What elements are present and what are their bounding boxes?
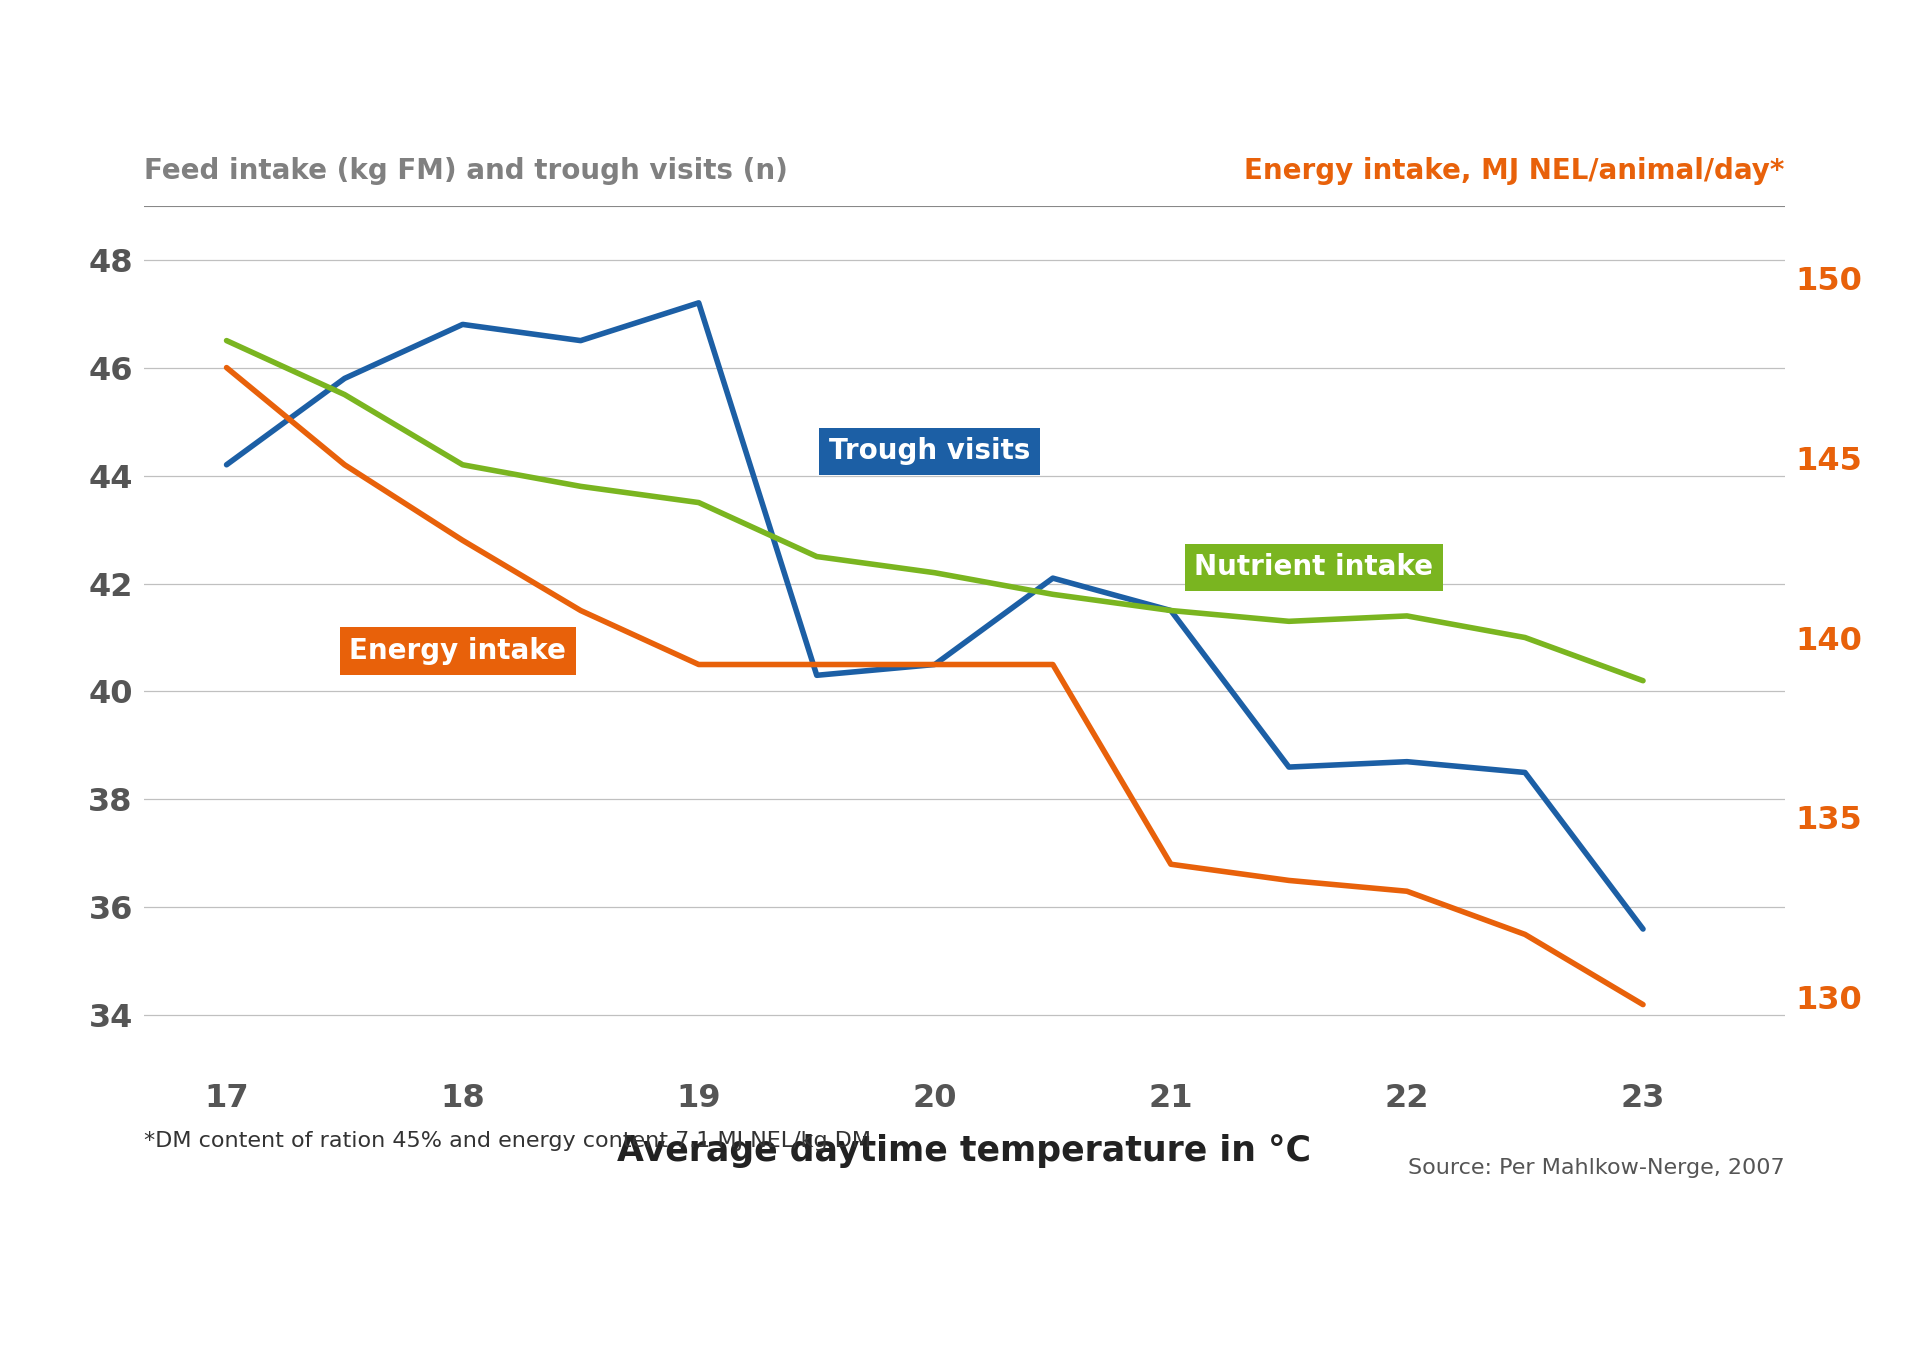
Text: Energy intake: Energy intake xyxy=(349,638,566,665)
X-axis label: Average daytime temperature in °C: Average daytime temperature in °C xyxy=(618,1134,1311,1168)
Text: *DM content of ration 45% and energy content 7.1 MJ NEL/kg DM: *DM content of ration 45% and energy con… xyxy=(144,1131,871,1152)
Text: Feed intake (kg FM) and trough visits (n): Feed intake (kg FM) and trough visits (n… xyxy=(144,158,789,185)
Text: Energy intake, MJ NEL/animal/day*: Energy intake, MJ NEL/animal/day* xyxy=(1244,158,1785,185)
Text: Trough visits: Trough visits xyxy=(829,437,1031,465)
Text: Nutrient intake: Nutrient intake xyxy=(1194,554,1433,581)
Text: Source: Per Mahlkow-Nerge, 2007: Source: Per Mahlkow-Nerge, 2007 xyxy=(1409,1158,1785,1179)
